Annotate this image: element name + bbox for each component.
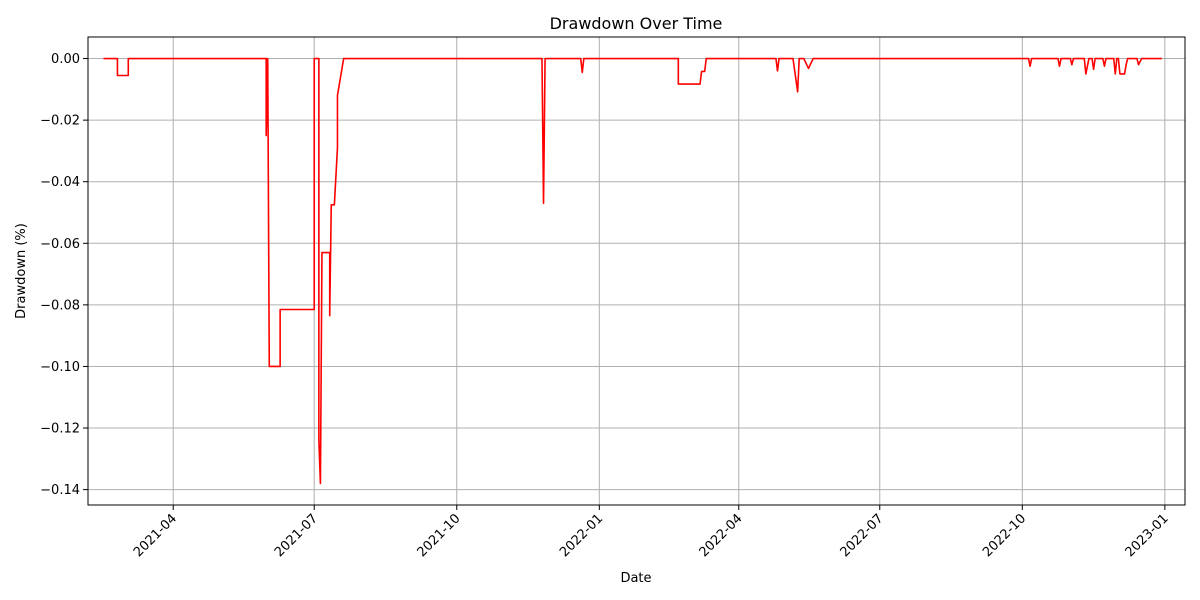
y-tick-label: −0.12 (40, 422, 80, 437)
grid-layer (88, 37, 1185, 505)
x-axis-label: Date (620, 571, 651, 586)
y-axis-ticks: 0.00 −0.02 −0.04 −0.06 −0.08 −0.10 −0.12 −0.14 (40, 52, 88, 498)
series-layer (103, 57, 1162, 485)
x-axis-ticks: 2021-04 2021-07 2021-10 2022-01 2022-04 2022-… (131, 505, 1172, 560)
y-axis-label: Drawdown (%) (14, 223, 29, 319)
x-tick-label: 2022-04 (697, 511, 746, 560)
x-tick-label: 2022-01 (557, 511, 606, 560)
y-tick-label: −0.08 (40, 298, 80, 313)
x-tick-label: 2023-01 (1123, 511, 1172, 560)
y-tick-label: 0.00 (51, 52, 80, 67)
plot-frame (87, 36, 1186, 506)
x-tick-label: 2021-10 (415, 511, 464, 560)
drawdown-series-line (103, 57, 1162, 485)
y-tick-label: −0.10 (40, 360, 80, 375)
y-tick-label: −0.14 (40, 483, 80, 498)
y-tick-label: −0.02 (40, 114, 80, 129)
y-tick-label: −0.04 (40, 175, 80, 190)
x-tick-label: 2022-07 (838, 511, 887, 560)
y-tick-label: −0.06 (40, 237, 80, 252)
x-tick-label: 2021-07 (272, 511, 321, 560)
x-tick-label: 2022-10 (980, 511, 1029, 560)
x-tick-label: 2021-04 (131, 511, 180, 560)
chart-title: Drawdown Over Time (550, 14, 723, 33)
